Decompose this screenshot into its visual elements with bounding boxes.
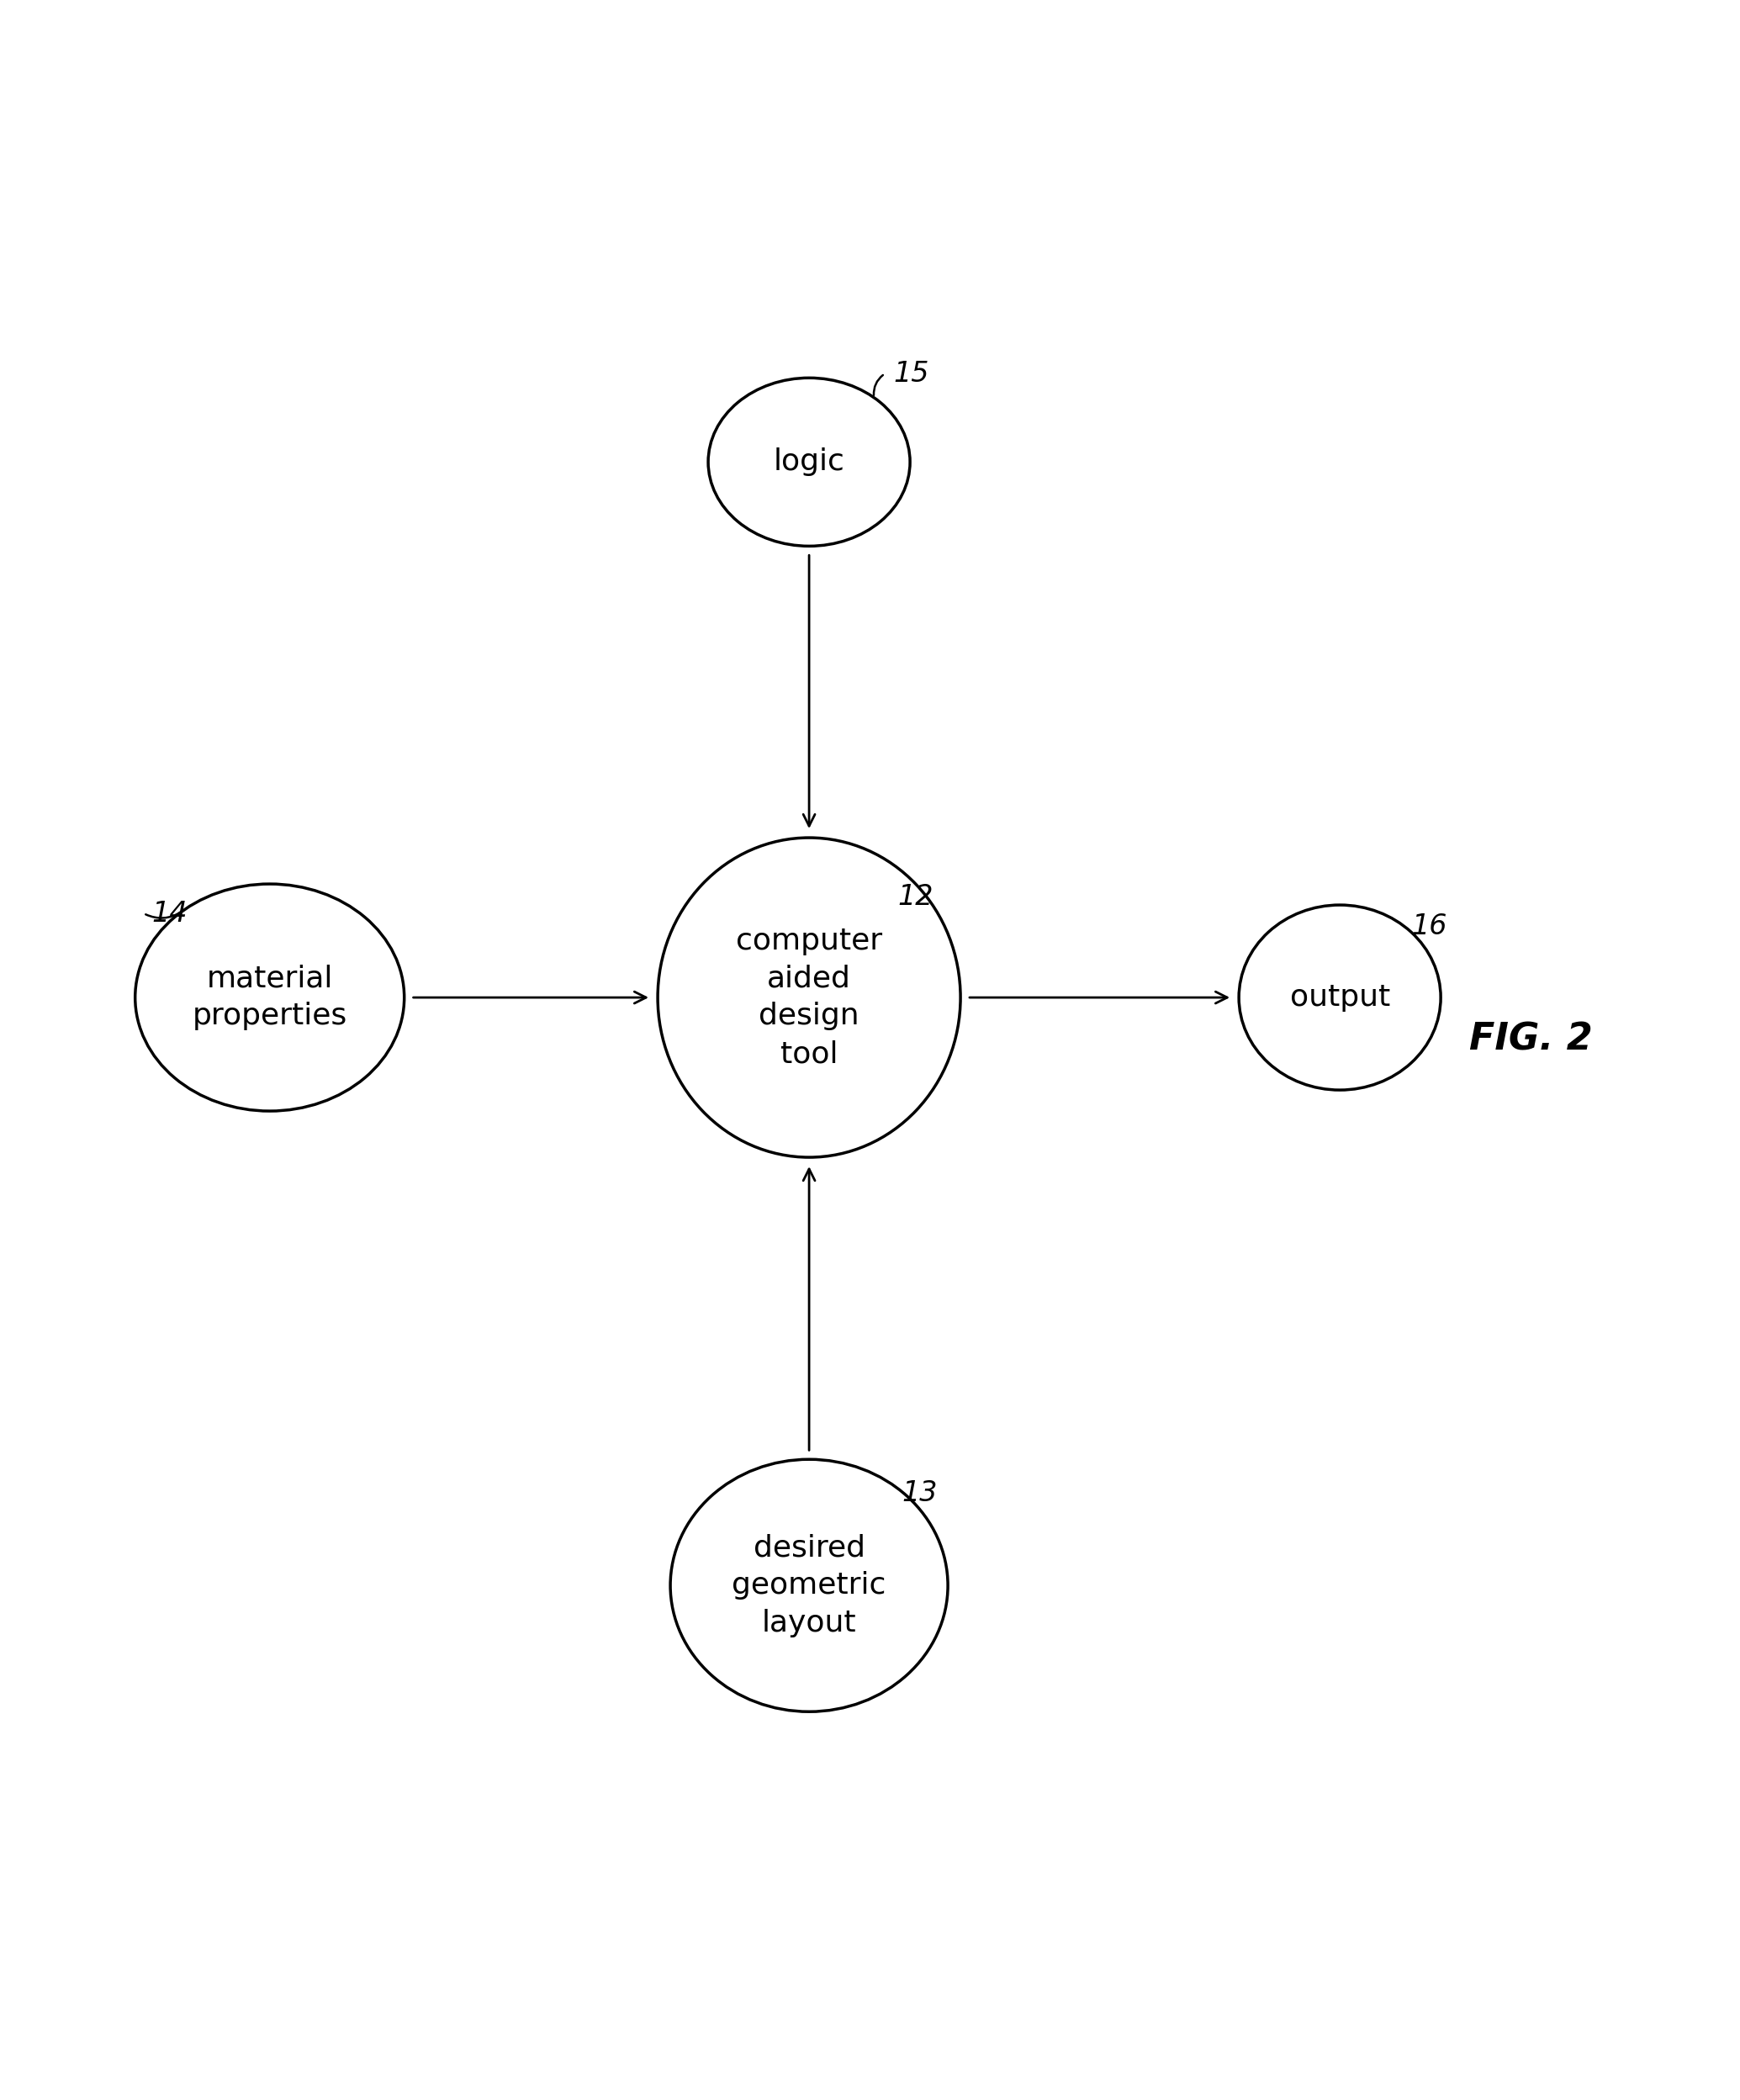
Text: 12: 12 [898,882,933,911]
Text: output: output [1289,983,1390,1012]
Text: 13: 13 [901,1478,938,1508]
Text: 14: 14 [151,899,188,928]
Text: material
properties: material properties [191,964,348,1031]
Ellipse shape [1239,905,1441,1090]
Ellipse shape [658,838,960,1157]
Text: 16: 16 [1411,911,1448,941]
Ellipse shape [136,884,404,1111]
Text: computer
aided
design
tool: computer aided design tool [736,926,882,1069]
Text: FIG. 2: FIG. 2 [1470,1021,1592,1058]
Text: logic: logic [773,447,846,477]
Ellipse shape [670,1460,948,1711]
Ellipse shape [708,378,910,546]
Text: desired
geometric
layout: desired geometric layout [733,1533,886,1638]
Text: 15: 15 [893,359,929,388]
